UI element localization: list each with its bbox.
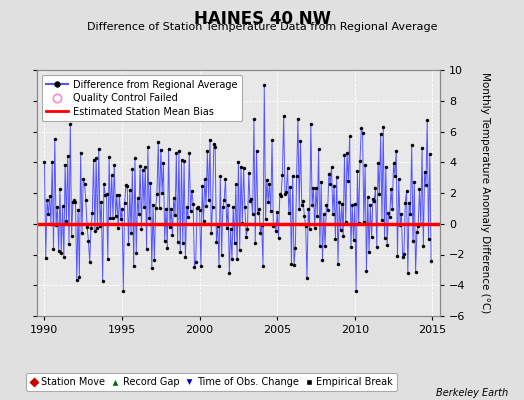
Legend: Station Move, Record Gap, Time of Obs. Change, Empirical Break: Station Move, Record Gap, Time of Obs. C… <box>26 373 397 391</box>
Text: Difference of Station Temperature Data from Regional Average: Difference of Station Temperature Data f… <box>87 22 437 32</box>
Legend: Difference from Regional Average, Quality Control Failed, Estimated Station Mean: Difference from Regional Average, Qualit… <box>41 75 242 121</box>
Text: Berkeley Earth: Berkeley Earth <box>436 388 508 398</box>
Text: HAINES 40 NW: HAINES 40 NW <box>193 10 331 28</box>
Y-axis label: Monthly Temperature Anomaly Difference (°C): Monthly Temperature Anomaly Difference (… <box>479 72 489 314</box>
